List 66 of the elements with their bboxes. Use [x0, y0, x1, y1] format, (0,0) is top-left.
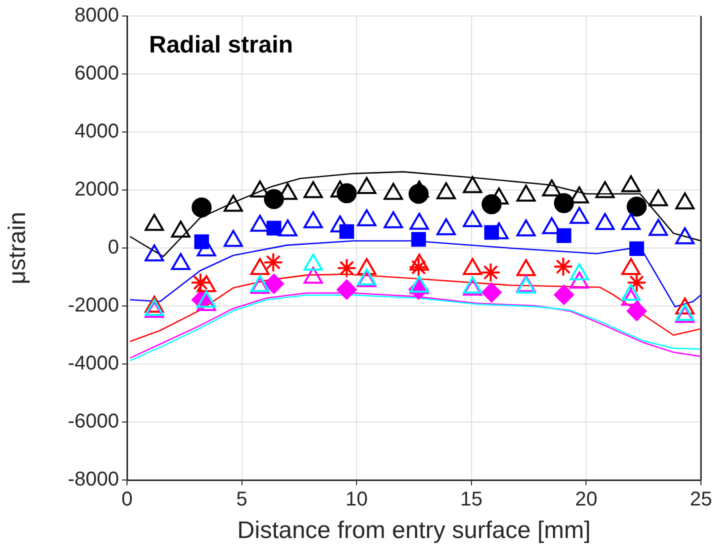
x-tick-label: 15 — [460, 488, 483, 511]
point — [410, 254, 429, 271]
y-tick-label: 4000 — [74, 120, 119, 143]
x-tick-label: 10 — [345, 488, 368, 511]
x-axis-title: Distance from entry surface [mm] — [237, 517, 591, 544]
point — [384, 182, 403, 200]
point — [144, 214, 164, 231]
point — [436, 182, 456, 200]
point — [278, 219, 298, 236]
point — [648, 189, 668, 206]
y-tick-label: 0 — [108, 236, 119, 259]
x-tick-label: 20 — [575, 488, 598, 511]
y-axis-title: μstrain — [4, 212, 32, 284]
point — [410, 180, 429, 198]
point — [196, 275, 216, 292]
point — [144, 244, 164, 262]
point — [304, 254, 323, 271]
point — [410, 212, 429, 230]
point — [675, 297, 695, 314]
point — [621, 258, 641, 275]
point — [516, 184, 536, 202]
point — [648, 218, 668, 236]
point — [462, 176, 482, 194]
y-tick-label: -2000 — [68, 294, 119, 317]
point — [595, 213, 615, 230]
point — [357, 177, 376, 194]
point — [436, 218, 456, 236]
point — [357, 258, 376, 275]
point — [621, 284, 641, 301]
point — [570, 272, 589, 289]
point — [224, 194, 243, 212]
point — [304, 211, 323, 228]
y-tick-label: 8000 — [74, 4, 119, 27]
point — [462, 258, 482, 275]
point — [462, 210, 482, 228]
point — [171, 253, 190, 270]
point — [384, 211, 403, 228]
point — [171, 220, 190, 238]
point — [250, 258, 270, 275]
x-tick-label: 25 — [690, 488, 712, 511]
point — [675, 227, 695, 244]
x-tick-label: 5 — [236, 488, 248, 511]
point — [357, 209, 376, 226]
x-tick-label: 0 — [121, 488, 133, 511]
point — [196, 290, 216, 308]
point — [196, 294, 216, 311]
text: Radial strain — [149, 32, 294, 59]
point — [595, 181, 615, 198]
y-tick-label: -4000 — [68, 352, 119, 375]
point — [675, 192, 695, 210]
point — [570, 263, 589, 280]
y-tick-label: 2000 — [74, 178, 119, 201]
point — [621, 175, 641, 192]
point — [516, 219, 536, 236]
point — [224, 230, 243, 247]
y-tick-label: -8000 — [68, 468, 119, 491]
point — [304, 266, 323, 284]
point — [621, 213, 641, 230]
point — [304, 181, 323, 198]
point — [144, 296, 164, 313]
y-tick-label: 6000 — [74, 62, 119, 85]
point — [570, 206, 589, 224]
point — [542, 179, 562, 196]
point — [621, 288, 641, 306]
point — [516, 259, 536, 276]
y-tick-label: -6000 — [68, 410, 119, 433]
